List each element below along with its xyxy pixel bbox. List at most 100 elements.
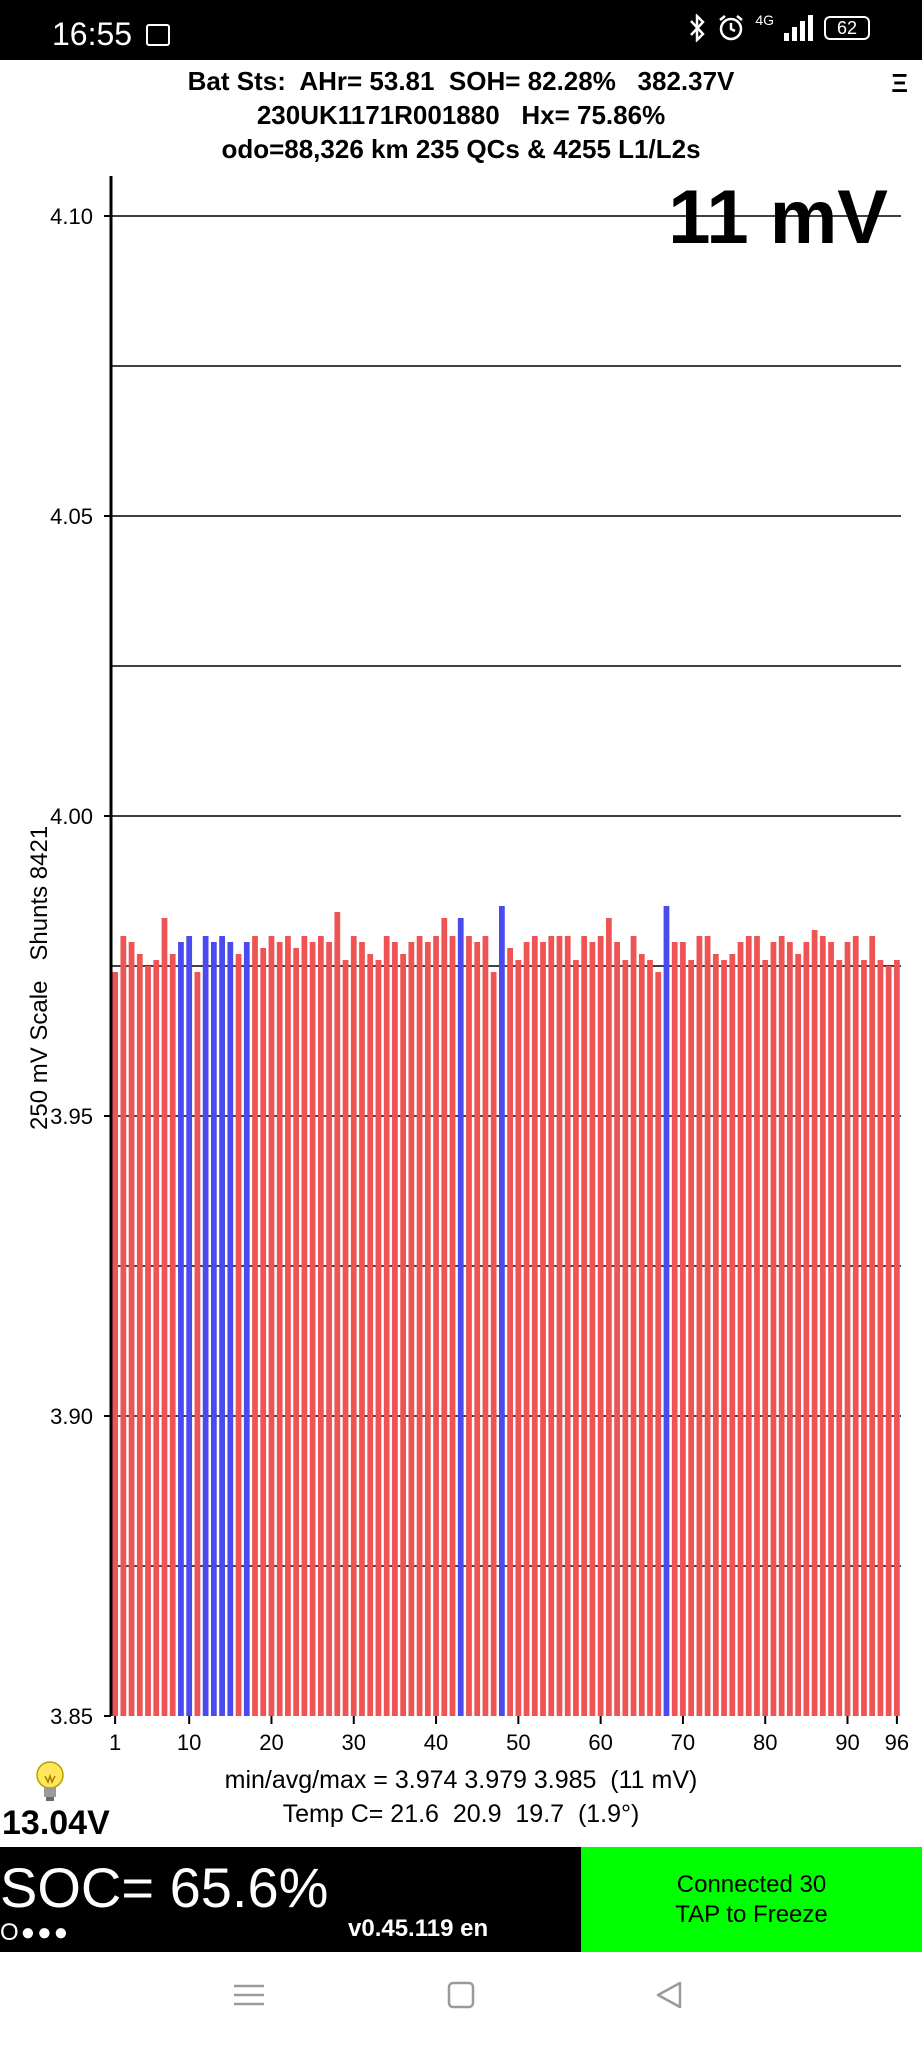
bluetooth-icon xyxy=(690,14,706,42)
cell-bar xyxy=(597,936,604,1716)
x-tick-label: 30 xyxy=(342,1730,366,1755)
soc-display: SOC= 65.6% xyxy=(0,1856,329,1919)
battery-icon: 62 xyxy=(824,16,870,40)
status-bar: 16:55 4G 62 xyxy=(0,0,922,60)
cell-bar xyxy=(622,960,629,1716)
cell-bar xyxy=(136,954,143,1716)
cell-bar xyxy=(589,942,596,1716)
x-tick-label: 70 xyxy=(671,1730,695,1755)
back-nav-icon[interactable] xyxy=(654,1980,684,2010)
cell-bar xyxy=(564,936,571,1716)
cell-bar xyxy=(161,918,168,1716)
cell-bar xyxy=(383,936,390,1716)
cell-bar xyxy=(416,936,423,1716)
cell-bar xyxy=(680,942,686,1716)
cell-bar xyxy=(128,942,135,1716)
x-tick-label: 40 xyxy=(424,1730,448,1755)
cell-bar xyxy=(153,960,160,1716)
cell-voltage-chart[interactable]: 3.85 3.90 3.95 4.00 4.05 4.10 1 10 20 30 40 50 60 70… xyxy=(0,170,922,1760)
cell-bar xyxy=(112,972,118,1716)
cell-bar xyxy=(507,948,513,1716)
bottom-panel: SOC= 65.6% O●●● v0.45.119 en Connected 3… xyxy=(0,1847,922,1952)
cell-bar xyxy=(704,936,711,1716)
cell-bar xyxy=(811,930,818,1716)
cell-bar xyxy=(844,942,851,1716)
cell-bar-shunted xyxy=(186,936,193,1716)
y-axis-title: 250 mV Scale Shunts 8421 xyxy=(26,825,53,1130)
cell-bar xyxy=(449,936,456,1716)
menu-nav-icon[interactable] xyxy=(232,1980,266,2010)
x-tick-label: 20 xyxy=(259,1730,283,1755)
cell-bar-shunted xyxy=(663,906,670,1716)
y-tick-label: 4.05 xyxy=(50,504,93,529)
cell-bar xyxy=(466,936,472,1716)
freeze-button[interactable]: Connected 30 TAP to Freeze xyxy=(581,1847,922,1952)
status-icons: 4G 62 xyxy=(687,12,870,42)
cell-bar-shunted xyxy=(457,918,464,1716)
lightbulb-icon[interactable] xyxy=(32,1760,68,1804)
aux-battery-voltage: 13.04V xyxy=(2,1804,110,1842)
cell-bar xyxy=(540,942,546,1716)
cell-bar xyxy=(581,936,588,1716)
cell-bar xyxy=(490,972,497,1716)
cell-bar xyxy=(367,954,374,1716)
cell-bar xyxy=(482,936,489,1716)
cell-bar xyxy=(317,936,324,1716)
cell-bar xyxy=(145,966,151,1716)
cell-bar xyxy=(770,942,777,1716)
cell-bar xyxy=(836,960,843,1716)
cell-bar xyxy=(342,960,349,1716)
cell-bar xyxy=(359,942,365,1716)
x-tick-label: 50 xyxy=(506,1730,530,1755)
cell-bar xyxy=(795,954,802,1716)
cell-bar-shunted xyxy=(219,936,225,1716)
cell-bar xyxy=(169,954,176,1716)
cell-bar xyxy=(548,936,555,1716)
version-label: v0.45.119 en xyxy=(348,1915,489,1942)
navigation-bar xyxy=(0,1952,922,2048)
cell-bar xyxy=(721,960,727,1716)
cell-bar xyxy=(326,942,332,1716)
x-tick-label: 60 xyxy=(588,1730,612,1755)
y-tick-label: 3.85 xyxy=(50,1704,93,1729)
cell-bar-shunted xyxy=(227,942,234,1716)
cell-bar xyxy=(276,942,283,1716)
alarm-icon xyxy=(719,15,744,41)
cell-bar xyxy=(334,912,341,1716)
cell-bar xyxy=(309,942,316,1716)
cell-bar xyxy=(729,954,736,1716)
cell-bar xyxy=(285,936,291,1716)
battery-level: 62 xyxy=(836,17,858,38)
cell-bar xyxy=(408,942,415,1716)
home-nav-icon[interactable] xyxy=(446,1980,476,2010)
x-tick-label: 10 xyxy=(177,1730,201,1755)
cell-bar xyxy=(268,936,275,1716)
y-tick-label: 3.95 xyxy=(50,1104,93,1129)
odometer-line: odo=88,326 km 235 QCs & 4255 L1/L2s xyxy=(221,134,701,164)
x-tick-label: 96 xyxy=(885,1730,909,1755)
cell-bar xyxy=(260,948,267,1716)
x-tick-label: 90 xyxy=(835,1730,859,1755)
cell-bar xyxy=(712,954,719,1716)
menu-icon[interactable]: Ξ xyxy=(891,68,908,98)
freeze-button-label: TAP to Freeze xyxy=(675,1900,828,1928)
cell-bar-shunted xyxy=(243,942,250,1716)
cell-bar xyxy=(375,960,382,1716)
cell-bar xyxy=(861,960,867,1716)
cell-bar xyxy=(647,960,653,1716)
cell-bar xyxy=(441,918,448,1716)
min-avg-max-text: min/avg/max = 3.974 3.979 3.985 (11 mV) xyxy=(224,1766,698,1794)
freeze-button-status: Connected 30 xyxy=(676,1870,827,1898)
cell-spread-display: 11 mV xyxy=(668,175,888,260)
y-tick-label: 3.90 xyxy=(50,1404,93,1429)
image-notification-icon xyxy=(146,24,170,46)
cell-bar xyxy=(531,936,538,1716)
cell-bar xyxy=(433,936,439,1716)
cell-bar xyxy=(885,966,892,1716)
cell-bar xyxy=(605,918,612,1716)
cell-bar-shunted xyxy=(210,942,217,1716)
cell-bar xyxy=(819,936,826,1716)
cell-bar xyxy=(120,936,127,1716)
y-tick-label: 4.00 xyxy=(50,804,93,829)
cell-bar xyxy=(671,942,678,1716)
